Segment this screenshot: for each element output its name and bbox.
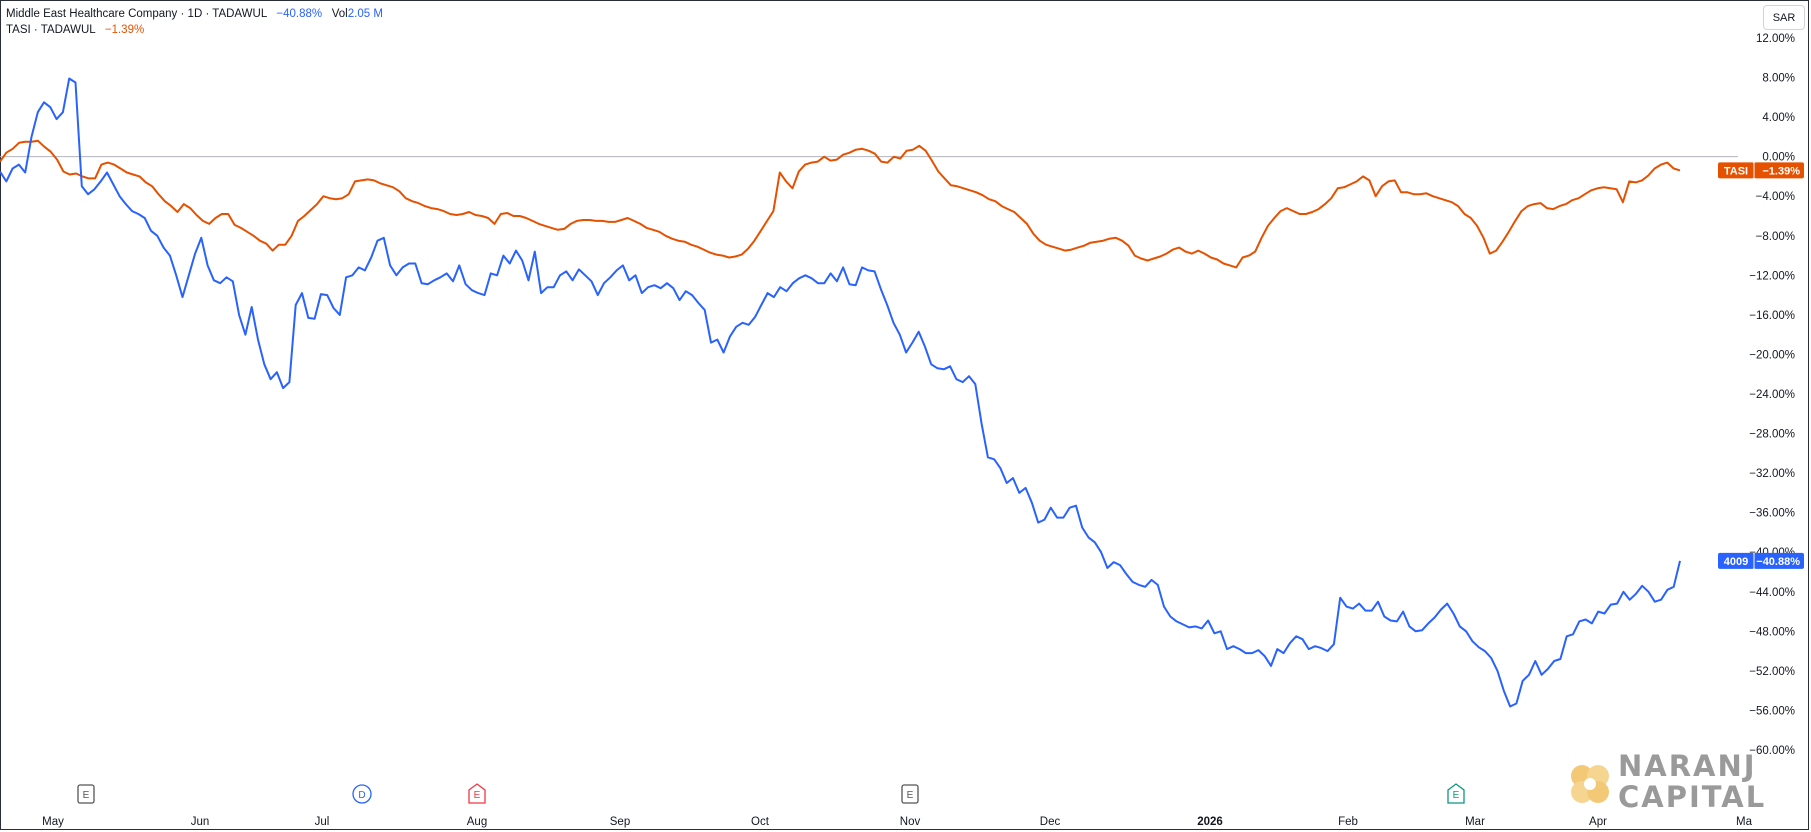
x-tick-label: Jul [315,816,330,828]
y-tick-label: −44.00% [1749,587,1795,599]
series-layer [0,77,1681,708]
x-tick-label: Feb [1338,816,1358,828]
event-marker-dividend-icon[interactable]: D [352,784,372,804]
y-tick-label: −60.00% [1749,745,1795,757]
price-tag-value: −1.39% [1762,165,1800,177]
legend-compare-change: −1.39% [104,24,145,36]
x-tick-label: Jun [191,816,210,828]
price-tag-symbol: TASI [1724,165,1748,177]
legend-vol-label: Vol [331,8,348,20]
event-marker-letter: E [474,790,481,801]
logo-line2: CAPITAL [1618,780,1767,814]
y-tick-label: −48.00% [1749,626,1795,638]
legend-vol-value: 2.05 [347,8,371,20]
y-tick-label: 4.00% [1762,112,1795,124]
y-tick-label: −32.00% [1749,468,1795,480]
currency-button[interactable]: SAR [1763,5,1805,30]
series-line-tasi[interactable] [0,139,1681,269]
legend-main-name: Middle East Healthcare Company [6,8,178,20]
x-tick-label: Aug [467,816,487,828]
legend-main-row[interactable]: Middle East Healthcare Company · 1D · TA… [6,8,383,20]
price-tag-symbol: 4009 [1724,556,1748,568]
x-tick-label: Ma [1736,816,1753,828]
x-tick-label: Oct [751,816,770,828]
logo-line1: NARANJ [1618,749,1757,783]
legend-main-interval: 1D [187,8,203,20]
x-axis: May Jun Jul Aug Sep Oct Nov Dec 2026 Feb Mar Apr Ma [42,816,1752,828]
y-tick-label: 12.00% [1756,33,1795,45]
legend-main-change: −40.88% [276,8,323,20]
naranj-logo-icon [1571,765,1609,803]
legend-main-exchange: TADAWUL [212,8,267,20]
event-marker-letter: E [83,790,90,801]
logo-wordmark: NARANJ CAPITAL [1618,751,1766,813]
y-tick-label: −28.00% [1749,429,1795,441]
x-tick-label: Sep [610,816,630,828]
y-tick-label: −12.00% [1749,270,1795,282]
y-tick-label: −56.00% [1749,705,1795,717]
x-tick-label: 2026 [1197,816,1223,828]
price-tags: 4009 −40.88% TASI −1.39% [1718,162,1804,569]
legend-vol-unit: M [373,8,383,20]
price-tag-value: −40.88% [1756,556,1800,568]
x-tick-label: May [42,816,64,828]
series-line-4009[interactable] [0,77,1681,708]
y-tick-label: 0.00% [1762,152,1795,164]
x-tick-label: Mar [1465,816,1485,828]
y-tick-label: −20.00% [1749,349,1795,361]
y-tick-label: −16.00% [1749,310,1795,322]
event-marker-letter: E [907,790,914,801]
x-tick-label: Apr [1589,816,1607,828]
y-tick-label: −4.00% [1756,191,1795,203]
y-tick-label: 8.00% [1762,73,1795,85]
legend-compare-row[interactable]: TASI · TADAWUL −1.39% [6,24,145,36]
y-tick-label: −24.00% [1749,389,1795,401]
event-marker-letter: D [358,790,365,801]
legend-compare-exchange: TADAWUL [40,24,96,36]
legend-compare-name: TASI [6,24,31,36]
x-tick-label: Nov [900,816,921,828]
y-axis: 12.00% 8.00% 4.00% 0.00% −4.00% −8.00% −12.00%… [1749,33,1795,757]
event-marker-earnings-icon[interactable]: E [77,784,95,804]
y-tick-label: −52.00% [1749,666,1795,678]
event-marker-earnings_teal-icon[interactable]: E [1447,783,1465,804]
y-tick-label: −8.00% [1756,231,1795,243]
price-tag-tasi: TASI −1.39% [1718,162,1804,179]
event-marker-earnings-icon[interactable]: E [901,784,919,804]
x-tick-label: Dec [1040,816,1061,828]
y-tick-label: −36.00% [1749,508,1795,520]
price-tag-4009: 4009 −40.88% [1718,552,1804,569]
event-marker-earnings_red-icon[interactable]: E [468,783,486,804]
legend: Middle East Healthcare Company · 1D · TA… [6,6,383,38]
event-marker-letter: E [1453,790,1460,801]
